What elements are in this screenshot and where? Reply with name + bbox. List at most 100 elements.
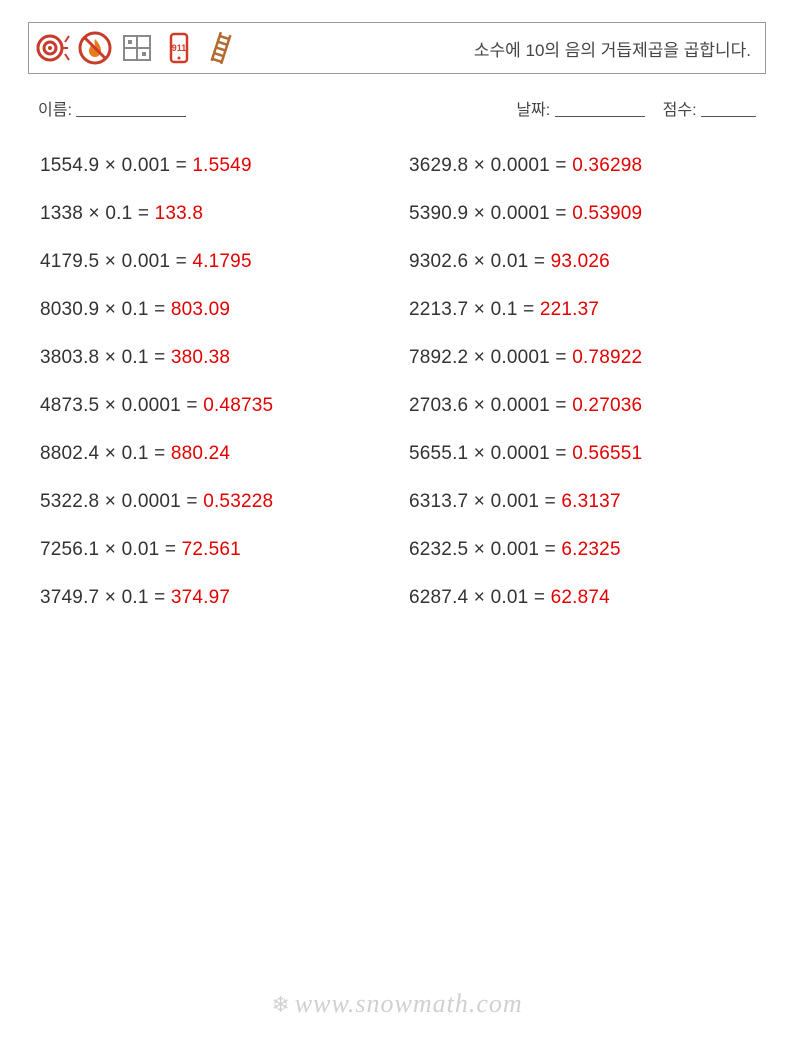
operand-a: 8802.4 bbox=[40, 443, 99, 464]
operand-a: 5390.9 bbox=[409, 203, 468, 224]
fire-hose-reel-icon bbox=[35, 30, 71, 66]
problem-row: 1338 × 0.1 = 133.8 bbox=[40, 190, 389, 238]
problem-row: 2703.6 × 0.0001 = 0.27036 bbox=[409, 382, 758, 430]
answer: 133.8 bbox=[155, 203, 204, 224]
score-field: 점수: bbox=[663, 96, 756, 120]
operand-b: 0.001 bbox=[491, 539, 540, 560]
operand-b: 0.0001 bbox=[491, 395, 550, 416]
problem-row: 1554.9 × 0.001 = 1.5549 bbox=[40, 142, 389, 190]
operand-a: 6232.5 bbox=[409, 539, 468, 560]
answer: 0.48735 bbox=[203, 395, 273, 416]
operand-a: 6313.7 bbox=[409, 491, 468, 512]
answer: 0.36298 bbox=[572, 155, 642, 176]
problem-row: 6287.4 × 0.01 = 62.874 bbox=[409, 574, 758, 622]
header-icon-strip: 911 bbox=[35, 30, 239, 66]
problem-row: 5322.8 × 0.0001 = 0.53228 bbox=[40, 478, 389, 526]
operand-a: 3629.8 bbox=[409, 155, 468, 176]
operand-a: 2703.6 bbox=[409, 395, 468, 416]
operand-b: 0.1 bbox=[122, 299, 149, 320]
problem-row: 7892.2 × 0.0001 = 0.78922 bbox=[409, 334, 758, 382]
operand-b: 0.1 bbox=[122, 347, 149, 368]
score-blank bbox=[701, 101, 756, 117]
operand-a: 3803.8 bbox=[40, 347, 99, 368]
problem-row: 5655.1 × 0.0001 = 0.56551 bbox=[409, 430, 758, 478]
problem-row: 5390.9 × 0.0001 = 0.53909 bbox=[409, 190, 758, 238]
answer: 221.37 bbox=[540, 299, 599, 320]
operand-b: 0.0001 bbox=[122, 395, 181, 416]
operand-b: 0.01 bbox=[122, 539, 160, 560]
problem-row: 4179.5 × 0.001 = 4.1795 bbox=[40, 238, 389, 286]
meta-row: 이름: 날짜: 점수: bbox=[28, 74, 766, 120]
date-label: 날짜: bbox=[516, 102, 550, 119]
operand-a: 2213.7 bbox=[409, 299, 468, 320]
operand-a: 5322.8 bbox=[40, 491, 99, 512]
operand-a: 4873.5 bbox=[40, 395, 99, 416]
problem-row: 6232.5 × 0.001 = 6.2325 bbox=[409, 526, 758, 574]
operand-b: 0.001 bbox=[122, 251, 171, 272]
worksheet-title: 소수에 10의 음의 거듭제곱을 곱합니다. bbox=[474, 36, 751, 61]
problem-row: 3749.7 × 0.1 = 374.97 bbox=[40, 574, 389, 622]
problems-grid: 1554.9 × 0.001 = 1.55491338 × 0.1 = 133.… bbox=[28, 120, 766, 622]
answer: 374.97 bbox=[171, 587, 230, 608]
problem-row: 8802.4 × 0.1 = 880.24 bbox=[40, 430, 389, 478]
operand-a: 8030.9 bbox=[40, 299, 99, 320]
answer: 0.78922 bbox=[572, 347, 642, 368]
operand-a: 1554.9 bbox=[40, 155, 99, 176]
answer: 0.53909 bbox=[572, 203, 642, 224]
ladder-icon bbox=[203, 30, 239, 66]
operand-b: 0.0001 bbox=[491, 443, 550, 464]
problem-row: 4873.5 × 0.0001 = 0.48735 bbox=[40, 382, 389, 430]
operand-a: 7892.2 bbox=[409, 347, 468, 368]
operand-a: 7256.1 bbox=[40, 539, 99, 560]
answer: 380.38 bbox=[171, 347, 230, 368]
date-field: 날짜: bbox=[516, 96, 644, 120]
worksheet-header: 911 소수에 10의 음의 거듭제곱 bbox=[28, 22, 766, 74]
answer: 6.3137 bbox=[561, 491, 620, 512]
operand-a: 5655.1 bbox=[409, 443, 468, 464]
problem-row: 3803.8 × 0.1 = 380.38 bbox=[40, 334, 389, 382]
answer: 6.2325 bbox=[561, 539, 620, 560]
answer: 62.874 bbox=[551, 587, 610, 608]
operand-b: 0.001 bbox=[491, 491, 540, 512]
operand-b: 0.1 bbox=[122, 443, 149, 464]
date-blank bbox=[555, 101, 645, 117]
name-field: 이름: bbox=[38, 96, 186, 120]
name-blank bbox=[76, 101, 186, 117]
operand-b: 0.0001 bbox=[491, 347, 550, 368]
operand-b: 0.0001 bbox=[122, 491, 181, 512]
operand-b: 0.01 bbox=[491, 251, 529, 272]
answer: 880.24 bbox=[171, 443, 230, 464]
problem-row: 6313.7 × 0.001 = 6.3137 bbox=[409, 478, 758, 526]
snowflake-icon: ❄ bbox=[271, 992, 290, 1017]
problems-column-right: 3629.8 × 0.0001 = 0.362985390.9 × 0.0001… bbox=[409, 142, 758, 622]
operand-b: 0.1 bbox=[491, 299, 518, 320]
problem-row: 3629.8 × 0.0001 = 0.36298 bbox=[409, 142, 758, 190]
name-label: 이름: bbox=[38, 102, 72, 119]
answer: 93.026 bbox=[551, 251, 610, 272]
operand-b: 0.01 bbox=[491, 587, 529, 608]
operand-b: 0.001 bbox=[122, 155, 171, 176]
answer: 0.53228 bbox=[203, 491, 273, 512]
operand-b: 0.1 bbox=[122, 587, 149, 608]
watermark-text: www.snowmath.com bbox=[295, 989, 523, 1018]
no-fire-icon bbox=[77, 30, 113, 66]
operand-a: 4179.5 bbox=[40, 251, 99, 272]
answer: 72.561 bbox=[182, 539, 241, 560]
answer: 0.56551 bbox=[572, 443, 642, 464]
answer: 4.1795 bbox=[192, 251, 251, 272]
answer: 0.27036 bbox=[572, 395, 642, 416]
operand-a: 3749.7 bbox=[40, 587, 99, 608]
operand-a: 9302.6 bbox=[409, 251, 468, 272]
operand-b: 0.0001 bbox=[491, 203, 550, 224]
operand-a: 1338 bbox=[40, 203, 83, 224]
emergency-phone-911-icon: 911 bbox=[161, 30, 197, 66]
problem-row: 7256.1 × 0.01 = 72.561 bbox=[40, 526, 389, 574]
operand-a: 6287.4 bbox=[409, 587, 468, 608]
problems-column-left: 1554.9 × 0.001 = 1.55491338 × 0.1 = 133.… bbox=[40, 142, 389, 622]
score-label: 점수: bbox=[663, 102, 697, 119]
answer: 803.09 bbox=[171, 299, 230, 320]
floor-plan-icon bbox=[119, 30, 155, 66]
operand-b: 0.0001 bbox=[491, 155, 550, 176]
problem-row: 2213.7 × 0.1 = 221.37 bbox=[409, 286, 758, 334]
operand-b: 0.1 bbox=[105, 203, 132, 224]
